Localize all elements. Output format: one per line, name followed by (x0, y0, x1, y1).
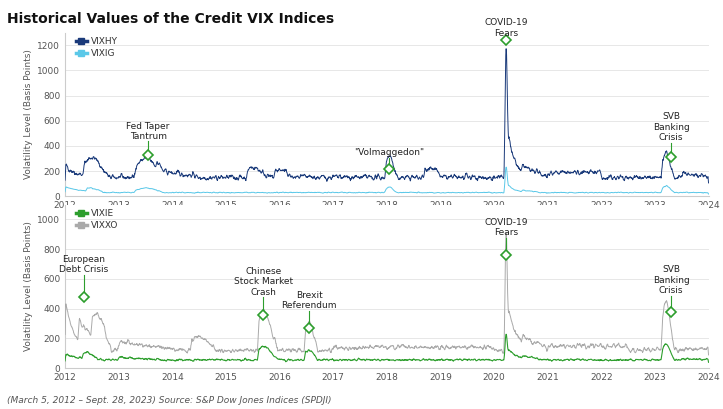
Text: European
Debt Crisis: European Debt Crisis (59, 255, 108, 274)
Text: Brexit
Referendum: Brexit Referendum (281, 291, 337, 310)
Text: COVID-19
Fears: COVID-19 Fears (484, 218, 528, 237)
Legend: VIXHY, VIXIG: VIXHY, VIXIG (76, 37, 117, 58)
Text: COVID-19
Fears: COVID-19 Fears (484, 18, 528, 38)
Text: "Volmaggedon": "Volmaggedon" (354, 148, 424, 157)
Text: Historical Values of the Credit VIX Indices: Historical Values of the Credit VIX Indi… (7, 12, 334, 26)
Y-axis label: Volatility Level (Basis Points): Volatility Level (Basis Points) (24, 49, 33, 180)
Text: SVB
Banking
Crisis: SVB Banking Crisis (653, 265, 689, 295)
Text: Chinese
Stock Market
Crash: Chinese Stock Market Crash (234, 267, 293, 297)
Text: SVB
Banking
Crisis: SVB Banking Crisis (653, 112, 689, 142)
Y-axis label: Volatility Level (Basis Points): Volatility Level (Basis Points) (24, 221, 33, 351)
Legend: VIXIE, VIXXO: VIXIE, VIXXO (76, 209, 118, 230)
Text: (March 5, 2012 – Sept. 28, 2023) Source: S&P Dow Jones Indices (SPDJI): (March 5, 2012 – Sept. 28, 2023) Source:… (7, 396, 332, 405)
Text: Fed Taper
Tantrum: Fed Taper Tantrum (127, 121, 170, 141)
